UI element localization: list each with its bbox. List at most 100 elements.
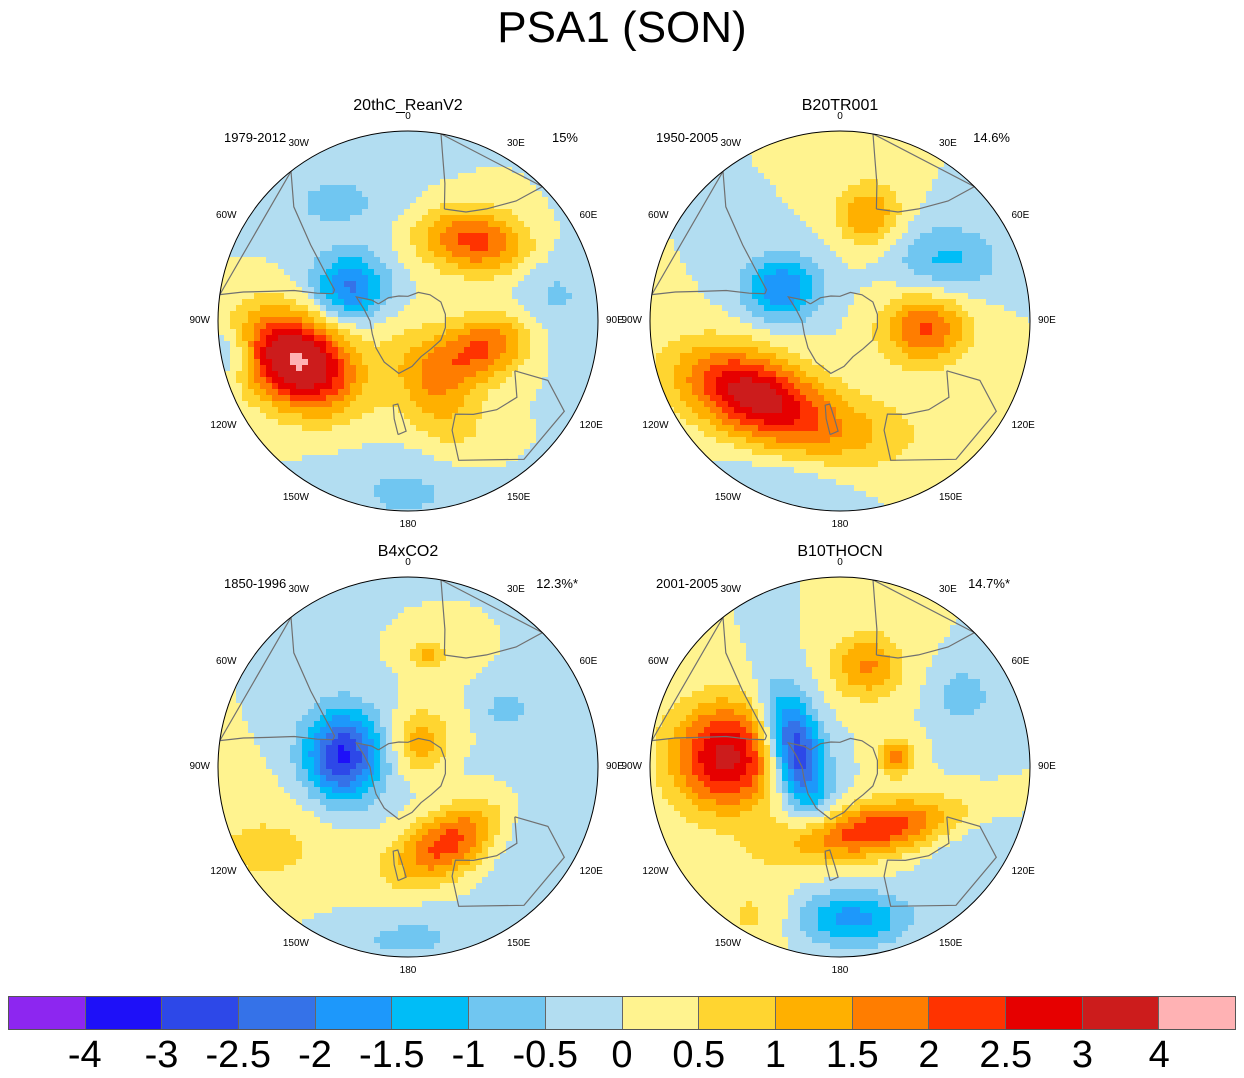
colorbar-swatch (929, 997, 1006, 1029)
colorbar-swatch (315, 997, 393, 1029)
coastline (451, 370, 566, 461)
longitude-label: 180 (399, 519, 417, 530)
longitude-label: 60E (1011, 210, 1030, 221)
coastline (824, 849, 839, 882)
longitude-label: 120E (579, 866, 603, 877)
longitude-label: 150E (507, 492, 531, 504)
colorbar-label: -4 (67, 1034, 102, 1076)
longitude-label: 30E (507, 583, 525, 595)
longitude-label: 90W (621, 315, 642, 326)
longitude-label: 180 (399, 965, 417, 976)
longitude-label: 120E (1011, 866, 1035, 877)
coastline (650, 169, 768, 296)
colorbar-swatch (239, 997, 316, 1029)
longitude-label: 30W (720, 583, 741, 595)
panel-variance: 12.3%* (536, 576, 578, 591)
longitude-label: 120W (210, 866, 237, 877)
colorbar-swatch (162, 997, 240, 1029)
colorbar-swatch (1005, 997, 1083, 1029)
map-border (649, 576, 1031, 958)
colorbar-swatch (1082, 997, 1160, 1029)
longitude-label: 60W (215, 656, 237, 667)
colorbar-label: 1 (764, 1034, 787, 1076)
map-panel-3: B4xCO2 1850-1996 12.3%* 0 30E 60E 90E 120E 15… (189, 542, 623, 976)
longitude-label: 150W (714, 938, 741, 950)
colorbar-swatch (699, 997, 776, 1029)
panel-variance: 15% (551, 130, 578, 145)
contour-field (218, 131, 598, 511)
colorbar-label: 2.5 (979, 1034, 1033, 1076)
polar-map (217, 576, 599, 958)
panel-title: B10THOCN (797, 543, 883, 560)
colorbar-label: -3 (144, 1034, 179, 1076)
colorbar-label: -1.5 (359, 1034, 425, 1076)
contour-field (650, 131, 1030, 511)
colorbar-swatch (1159, 997, 1235, 1029)
colorbar-label: 1.5 (825, 1034, 879, 1076)
coastline (355, 291, 446, 375)
colorbar-swatch (545, 997, 623, 1029)
colorbar-swatch (852, 997, 930, 1029)
longitude-label: 180 (831, 965, 849, 976)
panel-title: 20thC_ReanV2 (353, 97, 463, 114)
longitude-label: 90W (189, 315, 210, 326)
longitude-label: 60W (647, 210, 669, 221)
coastline (392, 403, 407, 436)
longitude-label: 120E (1011, 420, 1035, 431)
colorbar (8, 996, 1236, 1030)
colorbar-swatch (469, 997, 546, 1029)
longitude-label: 150E (939, 938, 963, 950)
coastline (787, 291, 878, 375)
longitude-label: 90E (1038, 761, 1056, 772)
panel-years: 2001-2005 (656, 576, 719, 591)
longitude-label: 30W (288, 583, 309, 595)
coastline (218, 615, 336, 742)
longitude-label: 120W (642, 866, 669, 877)
longitude-label: 60E (1011, 656, 1030, 667)
map-border (217, 130, 599, 512)
longitude-label: 60W (215, 210, 237, 221)
longitude-label: 90E (606, 315, 624, 326)
coastline (883, 816, 998, 907)
colorbar-swatch (392, 997, 470, 1029)
colorbar-swatch (9, 997, 86, 1029)
map-panel-1: 20thC_ReanV2 1979-2012 15% 0 30E 60E 90E 120… (189, 96, 623, 530)
longitude-label: 180 (831, 519, 849, 530)
colorbar-label: -1 (451, 1034, 486, 1076)
colorbar-swatch (85, 997, 163, 1029)
map-border (649, 130, 1031, 512)
coastline (824, 403, 839, 436)
colorbar-label: -0.5 (512, 1034, 578, 1076)
longitude-label: 120W (210, 420, 237, 431)
longitude-label: 120W (642, 420, 669, 431)
map-border (217, 576, 599, 958)
panel-years: 1979-2012 (224, 130, 287, 145)
longitude-label: 30W (288, 137, 309, 149)
longitude-label: 150W (714, 492, 741, 504)
colorbar-label: 2 (918, 1034, 940, 1076)
panel-years: 1950-2005 (656, 130, 719, 145)
longitude-label: 90E (606, 761, 624, 772)
longitude-label: 0 (405, 111, 411, 122)
longitude-label: 60W (647, 656, 669, 667)
coastline (883, 370, 998, 461)
figure-title: PSA1 (SON) (497, 3, 747, 52)
coastline (392, 849, 407, 882)
longitude-label: 60E (579, 656, 598, 667)
longitude-label: 0 (837, 111, 843, 122)
coastline (787, 737, 878, 821)
contour-field (650, 577, 1030, 957)
panel-variance: 14.6% (973, 130, 1010, 145)
colorbar-swatch (622, 997, 700, 1029)
coastline (218, 169, 336, 296)
longitude-label: 150E (939, 492, 963, 504)
colorbar-label: 0.5 (672, 1034, 726, 1076)
polar-map (649, 576, 1031, 958)
colorbar-label: 0 (611, 1034, 633, 1076)
longitude-label: 30W (720, 137, 741, 149)
coastline (650, 615, 768, 742)
longitude-label: 60E (579, 210, 598, 221)
longitude-label: 30E (939, 583, 957, 595)
colorbar-labels: -4 -3 -2.5 -2 -1.5 -1 -0.5 0 0.5 1 1.5 2 2.5 3 4 (8, 1034, 1236, 1078)
panel-variance: 14.7%* (968, 576, 1010, 591)
